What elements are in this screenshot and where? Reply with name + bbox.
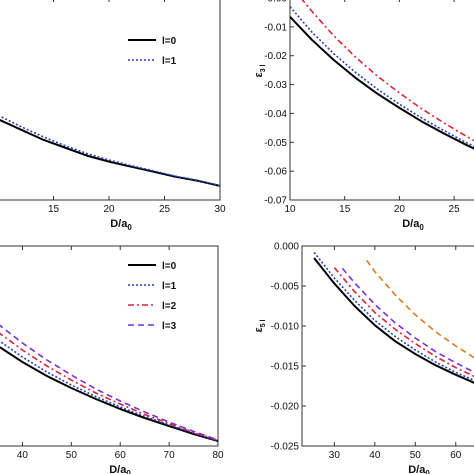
series-line-l1 <box>0 115 220 187</box>
y-tick-label: -0.005 <box>271 282 300 293</box>
series-line-l2 <box>301 0 474 142</box>
plot-frame <box>0 0 221 201</box>
series-group <box>0 324 218 442</box>
y-axis-title-sub: 3 l <box>260 64 267 72</box>
legend-label: l=1 <box>162 281 177 292</box>
y-tick-label: -0.02 <box>264 51 287 62</box>
series-line-l1 <box>313 251 474 382</box>
plot-frame <box>289 0 474 201</box>
legend-label: l=0 <box>162 261 177 272</box>
y-tick-label: -0.015 <box>271 362 300 373</box>
legend: l=0 l=1 <box>128 36 177 67</box>
x-tick-label: 50 <box>66 450 78 461</box>
x-axis-title: D/a0 <box>110 218 132 232</box>
x-axis-title: D/a0 <box>402 218 424 232</box>
legend-label: l=1 <box>162 56 177 67</box>
plot-frame <box>0 245 219 447</box>
x-tick-label: 25 <box>159 204 171 215</box>
panel-bottom-right: 30 40 50 60 0.000 -0.005 -0.010 -0.015 -0.020 -0.… <box>253 242 474 474</box>
x-tick-label: 40 <box>369 450 381 461</box>
x-tick-label: 60 <box>115 450 127 461</box>
x-tick-label: 30 <box>329 450 341 461</box>
y-axis-title: ε3 l <box>253 64 267 77</box>
y-tick-label: 0.00 <box>268 0 288 5</box>
series-group <box>290 0 474 150</box>
series-group <box>0 115 220 187</box>
series-line-l3 <box>0 324 218 441</box>
x-tick-label: 20 <box>394 204 406 215</box>
x-tick-label: 70 <box>164 450 176 461</box>
x-tick-label: 80 <box>212 450 224 461</box>
x-tick-label: 50 <box>410 450 422 461</box>
x-axis-title-main: D/a <box>109 464 127 474</box>
panel-top-right: 10 15 20 25 0.00 -0.01 -0.02 -0.03 -0.04 -0.05 -0.… <box>253 0 474 232</box>
y-tick-label: -0.05 <box>264 138 287 149</box>
x-axis-title-main: D/a <box>110 218 128 230</box>
y-tick-label: -0.07 <box>264 196 287 207</box>
legend: l=0 l=1 l=2 l=3 <box>128 261 177 332</box>
series-line-l0 <box>313 257 474 384</box>
y-tick-label: -0.01 <box>264 22 287 33</box>
series-line-l0 <box>0 119 220 187</box>
x-tick-label: 20 <box>103 204 115 215</box>
plot-frame <box>301 245 474 447</box>
y-tick-label: -0.020 <box>271 402 300 413</box>
x-tick-label: 40 <box>17 450 29 461</box>
panel-bottom-left: 40 50 60 70 80 D/a0 l=0 l=1 l=2 l=3 <box>0 245 224 474</box>
x-axis-title-main: D/a <box>408 464 426 474</box>
series-line-l1 <box>0 340 218 442</box>
x-tick-label: 10 <box>284 204 296 215</box>
y-axis-title-main: ε <box>253 327 265 333</box>
legend-label: l=2 <box>162 301 177 312</box>
x-tick-label: 60 <box>450 450 462 461</box>
y-tick-label: -0.04 <box>264 109 287 120</box>
panel-top-left: 15 20 25 30 D/a0 l=0 l=1 <box>0 0 226 232</box>
legend-label: l=3 <box>162 321 177 332</box>
x-axis-title: D/a0 <box>109 464 131 474</box>
y-tick-label: -0.03 <box>264 80 287 91</box>
x-tick-label: 15 <box>339 204 351 215</box>
x-tick-label: 30 <box>214 204 226 215</box>
x-tick-label: 15 <box>48 204 60 215</box>
series-line-l0 <box>290 16 474 150</box>
series-line-l2 <box>333 267 474 378</box>
x-axis-title-main: D/a <box>402 218 420 230</box>
x-axis-title-sub: 0 <box>126 469 131 474</box>
series-line-l3 <box>341 267 474 374</box>
x-axis-title: D/a0 <box>408 464 430 474</box>
y-axis-title-sub: 5 l <box>260 319 267 327</box>
series-group <box>313 251 474 384</box>
y-tick-label: -0.025 <box>271 442 300 453</box>
x-axis-title-sub: 0 <box>419 223 424 232</box>
series-line-l0 <box>0 346 218 442</box>
x-axis-title-sub: 0 <box>127 223 132 232</box>
x-axis-title-sub: 0 <box>425 469 430 474</box>
y-tick-label: 0.000 <box>274 242 299 253</box>
series-line-l4 <box>366 259 474 359</box>
y-tick-label: -0.06 <box>264 167 287 178</box>
series-line-l1 <box>290 6 474 148</box>
legend-label: l=0 <box>162 36 177 47</box>
x-tick-label: 25 <box>449 204 461 215</box>
y-axis-title-main: ε <box>253 72 265 78</box>
series-line-l2 <box>0 332 218 442</box>
y-tick-label: -0.010 <box>271 322 300 333</box>
y-axis-title: ε5 l <box>253 319 267 332</box>
